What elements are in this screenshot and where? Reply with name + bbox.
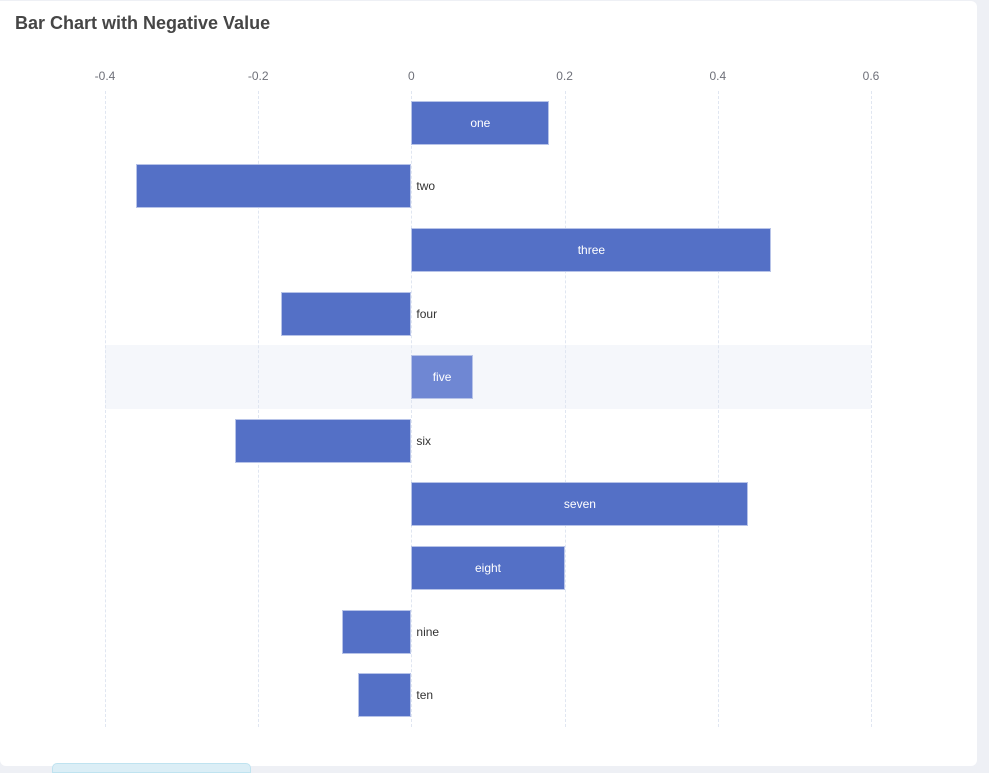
x-tick-label: -0.4	[94, 69, 116, 83]
chart-card: Bar Chart with Negative Value -0.4 -0.2 0 0…	[0, 1, 977, 766]
x-tick-label: 0	[408, 69, 415, 83]
bar-label: two	[416, 179, 436, 194]
gridline	[564, 91, 566, 727]
bar-four[interactable]	[281, 291, 412, 336]
bar-label: seven	[563, 497, 596, 512]
bar-nine[interactable]	[342, 609, 412, 654]
gridline	[871, 91, 872, 727]
bar-label: five	[432, 370, 452, 385]
bar-three[interactable]	[411, 228, 772, 272]
bottom-tab[interactable]	[52, 763, 251, 773]
chart-plot-area[interactable]: -0.4 -0.2 0 0.2 0.4 0.6 one two three four five six…	[0, 1, 977, 766]
x-tick-label: 0.4	[709, 69, 727, 83]
bar-label: eight	[474, 561, 502, 575]
hover-highlight-band	[105, 345, 871, 409]
bar-two[interactable]	[135, 164, 412, 209]
bar-seven[interactable]	[411, 482, 749, 527]
bar-label: one	[470, 115, 491, 130]
bar-label: six	[416, 433, 432, 448]
x-tick-label: 0.2	[556, 69, 573, 83]
chart-title: Bar Chart with Negative Value	[15, 13, 271, 33]
bar-ten[interactable]	[357, 673, 412, 718]
bar-label: three	[577, 243, 606, 257]
gridline	[105, 91, 106, 727]
x-tick-label: -0.2	[247, 69, 269, 83]
gridline	[717, 91, 719, 727]
x-tick-label: 0.6	[862, 69, 880, 83]
bar-label: four	[416, 306, 438, 321]
bar-one[interactable]	[411, 100, 550, 145]
bar-label: ten	[416, 688, 434, 703]
gridline	[411, 91, 413, 727]
bar-five[interactable]	[411, 355, 473, 400]
bar-label: nine	[416, 624, 440, 639]
gridline	[258, 91, 260, 727]
bar-six[interactable]	[235, 418, 412, 463]
bar-eight[interactable]	[411, 546, 565, 590]
